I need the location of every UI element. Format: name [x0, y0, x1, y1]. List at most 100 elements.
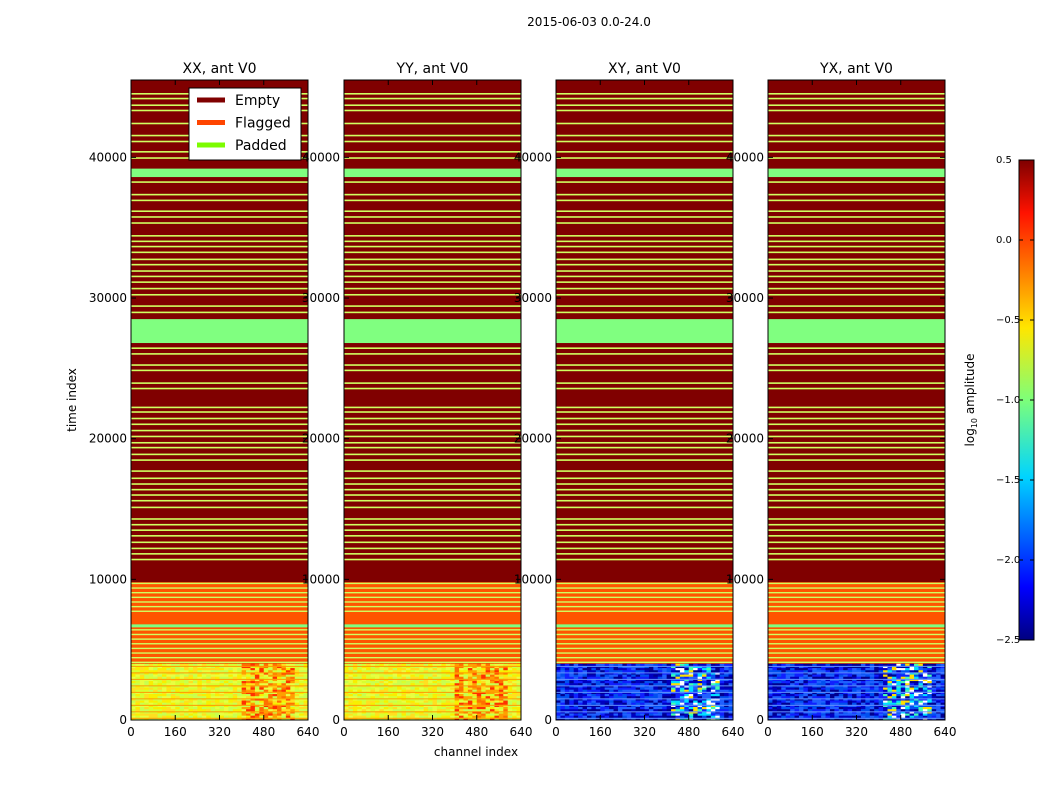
data-cell [148, 691, 154, 695]
data-cell [383, 668, 389, 671]
data-cell [463, 683, 469, 686]
padded-line [131, 245, 308, 248]
data-cell [693, 678, 698, 682]
data-cell [927, 676, 933, 680]
data-cell [445, 670, 451, 673]
data-cell [166, 663, 172, 667]
data-cell [657, 665, 663, 669]
data-cell [693, 715, 698, 719]
data-cell [232, 685, 238, 688]
data-cell [582, 700, 588, 704]
data-cell [401, 685, 407, 688]
y-tick-label: 10000 [89, 572, 127, 586]
data-cell [631, 665, 637, 669]
data-cell [865, 717, 871, 721]
data-cell [556, 678, 561, 682]
data-cell [472, 700, 478, 704]
data-cell [768, 678, 773, 682]
data-cell [237, 709, 243, 712]
data-cell [781, 711, 787, 714]
data-cell [918, 668, 924, 671]
data-cell [161, 715, 167, 719]
data-cell [635, 676, 641, 680]
data-cell [401, 670, 407, 673]
flagged-line [768, 610, 945, 612]
data-cell [578, 715, 583, 719]
data-cell [263, 707, 269, 710]
data-cell [675, 683, 681, 686]
data-cell [503, 713, 509, 717]
data-cell [250, 668, 256, 671]
data-cell [277, 700, 282, 704]
data-cell [161, 700, 167, 704]
data-cell [215, 707, 220, 710]
data-cell [241, 700, 247, 704]
data-cell [556, 687, 561, 691]
data-cell [838, 663, 844, 667]
data-cell [671, 689, 676, 693]
data-cell [179, 700, 185, 704]
data-cell [785, 672, 791, 675]
data-cell [684, 672, 690, 675]
data-cell [940, 691, 946, 695]
data-cell [184, 691, 189, 695]
data-cell [419, 670, 425, 673]
data-cell [432, 707, 438, 710]
data-cell [392, 713, 398, 717]
data-cell [896, 663, 902, 667]
data-cell [662, 717, 668, 721]
data-cell [940, 704, 946, 708]
data-cell [821, 717, 826, 721]
data-cell [666, 704, 672, 708]
data-cell [237, 670, 243, 673]
data-cell [503, 694, 509, 697]
data-cell [617, 691, 623, 695]
data-cell [671, 674, 676, 678]
data-cell [397, 700, 402, 704]
data-cell [684, 670, 690, 673]
data-cell [878, 709, 884, 712]
padded-line [344, 547, 521, 550]
padded-line [344, 134, 521, 137]
data-cell [609, 674, 614, 678]
data-cell [600, 678, 606, 682]
data-cell [445, 711, 451, 714]
data-cell [210, 678, 216, 682]
data-cell [441, 681, 447, 684]
data-cell [852, 707, 857, 710]
data-cell [586, 698, 592, 701]
data-cell [648, 668, 654, 671]
data-cell [874, 674, 880, 678]
data-cell [847, 702, 853, 706]
data-cell [847, 700, 853, 704]
data-cell [516, 698, 522, 701]
data-cell [161, 668, 167, 671]
data-cell [259, 709, 265, 712]
data-cell [600, 681, 606, 684]
data-cell [277, 665, 282, 669]
data-cell [702, 663, 707, 667]
data-cell [144, 715, 150, 719]
data-cell [878, 698, 884, 701]
data-cell [397, 696, 402, 699]
data-cell [498, 672, 504, 675]
data-cell [516, 670, 522, 673]
data-cell [388, 715, 394, 719]
data-cell [192, 681, 198, 684]
data-cell [459, 670, 464, 673]
data-cell [798, 694, 804, 697]
data-cell [613, 698, 619, 701]
data-cell [644, 665, 650, 669]
data-cell [144, 668, 150, 671]
data-cell [344, 681, 349, 684]
data-cell [728, 670, 734, 673]
data-cell [878, 668, 884, 671]
data-cell [361, 670, 367, 673]
data-cell [352, 672, 358, 675]
data-cell [170, 704, 176, 708]
data-cell [170, 670, 176, 673]
data-cell [640, 696, 645, 699]
data-cell [490, 689, 495, 693]
data-cell [556, 717, 561, 721]
data-cell [631, 704, 637, 708]
